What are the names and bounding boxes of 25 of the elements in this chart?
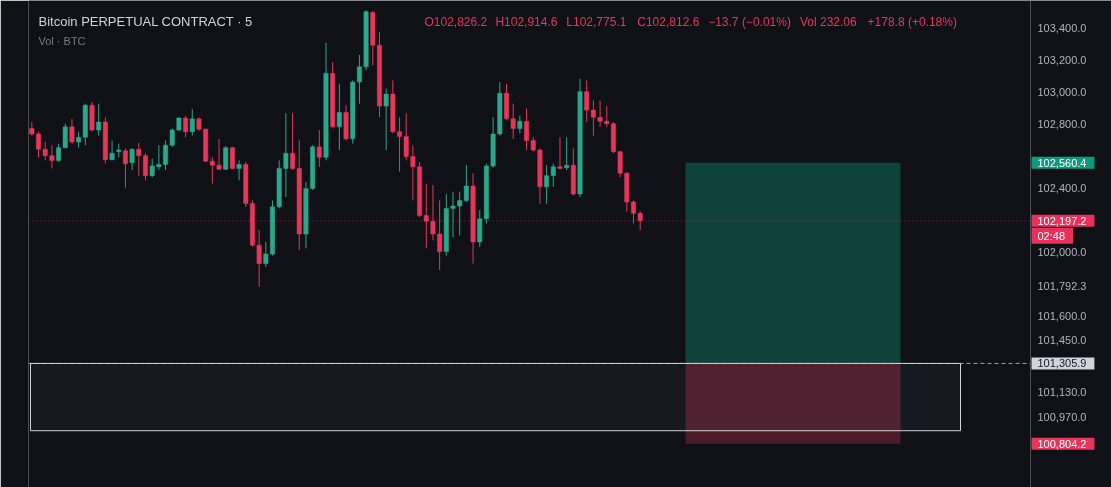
- annotation: C102,812.6: [637, 14, 700, 29]
- y-tick-label: 102,400.0: [1037, 182, 1087, 195]
- y-tick-label: 100,970.0: [1037, 411, 1087, 424]
- annotation: O102,826.2: [424, 14, 488, 29]
- ref-line-label: 101,305.9: [1037, 357, 1087, 370]
- y-tick-label: 102,000.0: [1037, 246, 1087, 259]
- annotation: 02:48: [1037, 229, 1066, 242]
- y-tick-label: 103,000.0: [1037, 86, 1087, 99]
- annotation: L102,775.1: [566, 14, 627, 29]
- y-tick-label: 101,450.0: [1037, 334, 1087, 347]
- y-tick-label: 101,600.0: [1037, 310, 1087, 323]
- y-tick-label: 101,792.3: [1037, 279, 1087, 292]
- annotation: −13.7 (−0.01%): [708, 14, 791, 29]
- annotation: Vol 232.06: [799, 14, 858, 29]
- y-tick-label: 102,800.0: [1037, 118, 1087, 131]
- y-tick-label: 103,200.0: [1037, 54, 1087, 67]
- text: Vol · BTC: [38, 34, 86, 47]
- ref-line-label: 102,197.2: [1037, 214, 1087, 227]
- y-tick-label: 100,804.2: [1037, 437, 1087, 450]
- annotation: +178.8 (+0.18%): [867, 14, 957, 29]
- text: Bitcoin PERPETUAL CONTRACT · 5: [38, 14, 253, 29]
- annotation: H102,914.6: [495, 14, 558, 29]
- y-tick-label: 101,130.0: [1037, 385, 1087, 398]
- y-tick-label: 103,400.0: [1037, 22, 1087, 35]
- y-tick-label: 102,560.4: [1037, 156, 1087, 169]
